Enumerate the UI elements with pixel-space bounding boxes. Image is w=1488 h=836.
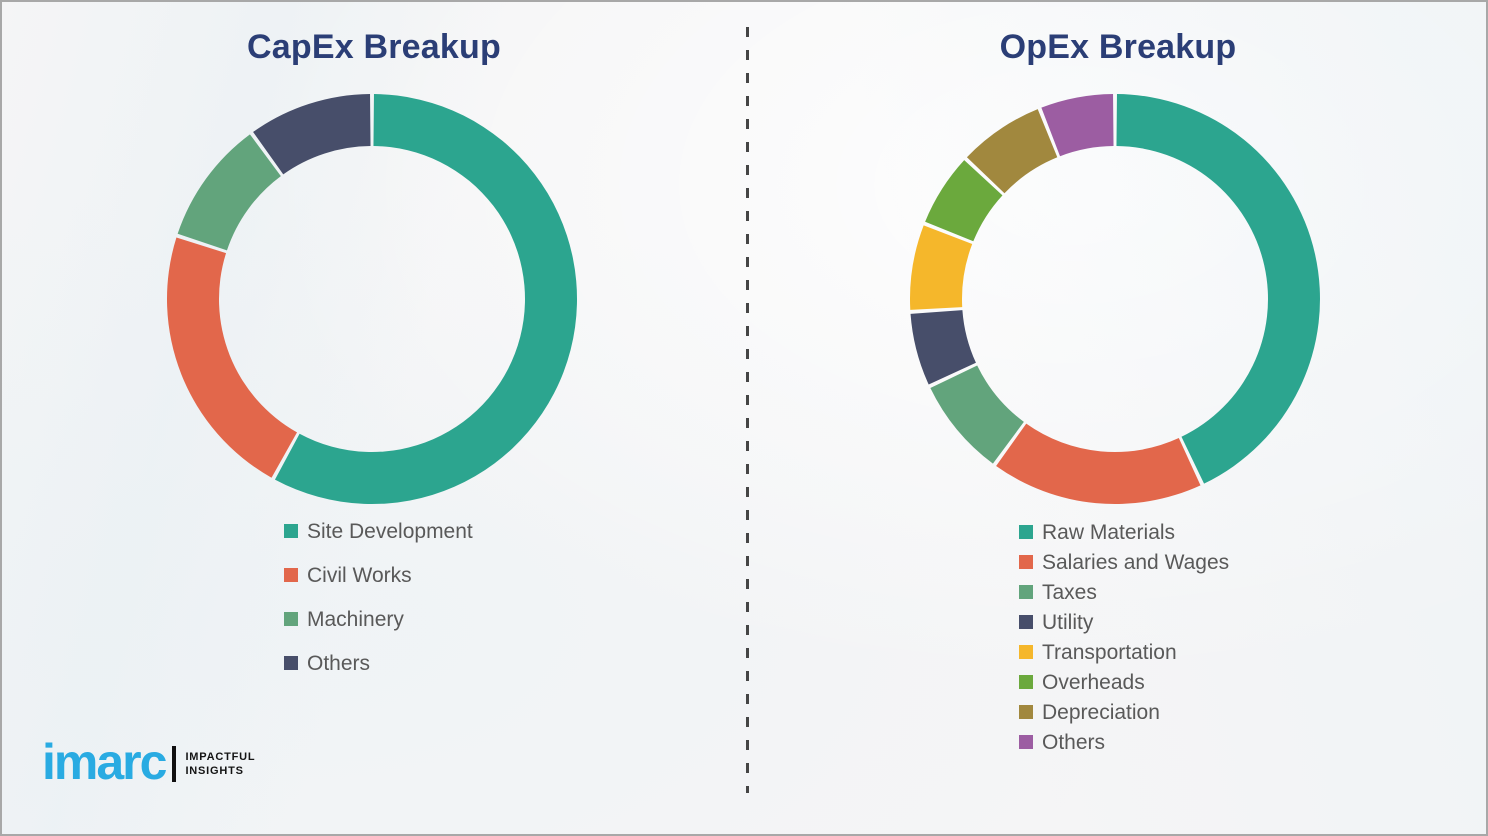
donut-segment-transportation bbox=[909, 225, 973, 310]
donut-segment-overheads bbox=[925, 160, 1003, 242]
legend-item-taxes: Taxes bbox=[1019, 577, 1229, 607]
legend-swatch-utility bbox=[1019, 615, 1033, 629]
donut-segment-site-development bbox=[274, 94, 578, 505]
imarc-logo: imarc IMPACTFUL INSIGHTS bbox=[42, 737, 255, 787]
legend-label: Overheads bbox=[1042, 670, 1145, 694]
legend-item-salaries-and-wages: Salaries and Wages bbox=[1019, 547, 1229, 577]
legend-label: Others bbox=[1042, 730, 1106, 754]
logo-tagline-line1: IMPACTFUL bbox=[185, 750, 256, 763]
legend-swatch-others bbox=[1019, 735, 1033, 749]
legend-item-depreciation: Depreciation bbox=[1019, 697, 1229, 727]
legend-item-site-development: Site Development bbox=[284, 509, 473, 553]
legend-item-machinery: Machinery bbox=[284, 597, 473, 641]
legend-label: Utility bbox=[1042, 610, 1094, 634]
legend-swatch-taxes bbox=[1019, 585, 1033, 599]
legend-label: Machinery bbox=[307, 607, 404, 631]
legend-item-utility: Utility bbox=[1019, 607, 1229, 637]
legend-label: Transportation bbox=[1042, 640, 1177, 664]
legend-swatch-depreciation bbox=[1019, 705, 1033, 719]
legend-item-overheads: Overheads bbox=[1019, 667, 1229, 697]
capex-donut-chart bbox=[166, 94, 578, 505]
legend-swatch-civil-works bbox=[284, 568, 298, 582]
donut-segment-depreciation bbox=[966, 109, 1058, 194]
logo-tagline: IMPACTFUL INSIGHTS bbox=[185, 750, 255, 779]
legend-swatch-site-development bbox=[284, 524, 298, 538]
dashed-divider-line bbox=[746, 27, 749, 793]
logo-separator-bar bbox=[172, 746, 177, 782]
capex-legend: Site Development Civil Works Machinery Othe… bbox=[284, 509, 473, 685]
legend-swatch-transportation bbox=[1019, 645, 1033, 659]
donut-segment-civil-works bbox=[166, 237, 298, 478]
donut-segment-raw-materials bbox=[1116, 94, 1320, 484]
opex-donut-chart bbox=[909, 94, 1320, 505]
legend-item-civil-works: Civil Works bbox=[284, 553, 473, 597]
legend-label: Site Development bbox=[307, 519, 473, 543]
legend-swatch-machinery bbox=[284, 612, 298, 626]
donut-segment-others bbox=[253, 94, 371, 175]
legend-item-transportation: Transportation bbox=[1019, 637, 1229, 667]
legend-swatch-salaries-and-wages bbox=[1019, 555, 1033, 569]
donut-segment-taxes bbox=[930, 365, 1024, 464]
legend-item-raw-materials: Raw Materials bbox=[1019, 517, 1229, 547]
opex-legend: Raw Materials Salaries and Wages Taxes Util… bbox=[1019, 517, 1229, 757]
opex-chart-title: OpEx Breakup bbox=[999, 28, 1237, 66]
legend-label: Depreciation bbox=[1042, 700, 1160, 724]
legend-label: Raw Materials bbox=[1042, 520, 1176, 544]
legend-label: Taxes bbox=[1042, 580, 1097, 604]
donut-segment-salaries-and-wages bbox=[996, 423, 1201, 505]
logo-tagline-line2: INSIGHTS bbox=[185, 765, 244, 777]
imarc-wordmark: imarc bbox=[42, 734, 167, 790]
legend-item-others: Others bbox=[284, 641, 473, 685]
legend-swatch-raw-materials bbox=[1019, 525, 1033, 539]
legend-swatch-others bbox=[284, 656, 298, 670]
legend-label: Others bbox=[307, 651, 371, 675]
legend-swatch-overheads bbox=[1019, 675, 1033, 689]
donut-segment-machinery bbox=[177, 134, 281, 251]
legend-item-others: Others bbox=[1019, 727, 1229, 757]
legend-label: Salaries and Wages bbox=[1042, 550, 1230, 574]
donut-segment-others bbox=[1041, 94, 1114, 157]
donut-segment-utility bbox=[910, 310, 976, 385]
legend-label: Civil Works bbox=[307, 563, 412, 587]
capex-chart-title: CapEx Breakup bbox=[247, 28, 501, 66]
